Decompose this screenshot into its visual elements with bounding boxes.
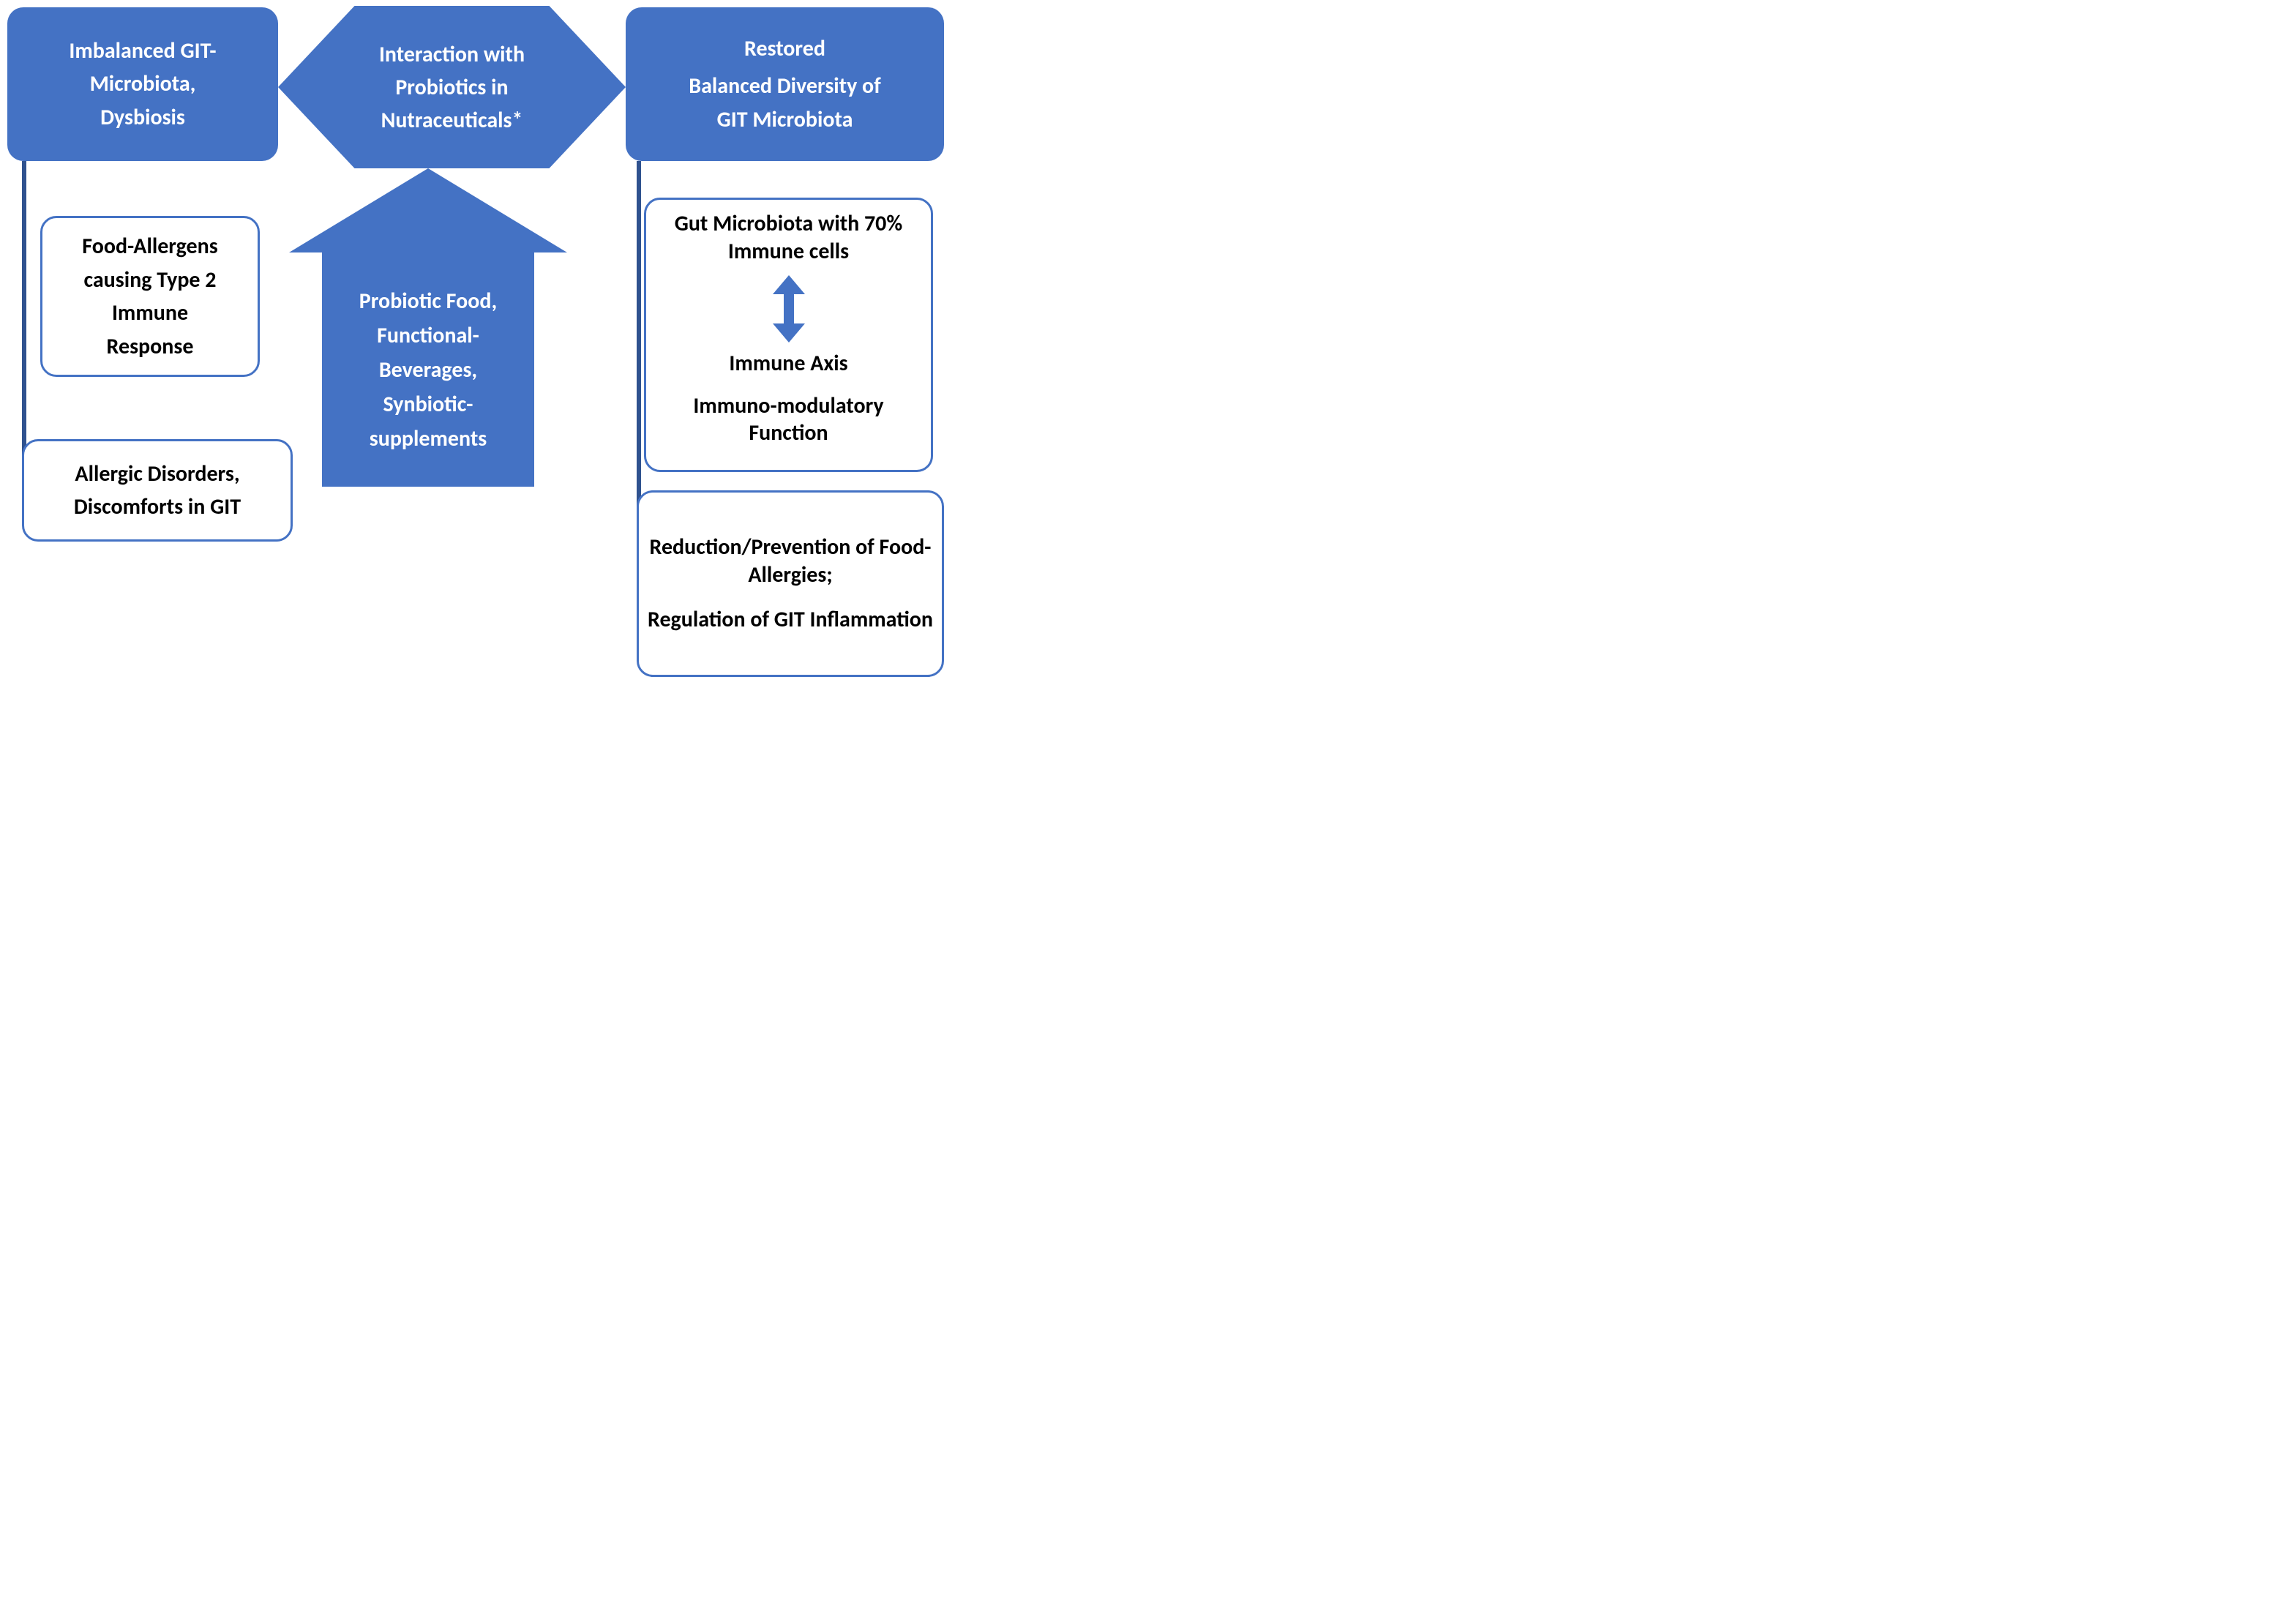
- double-arrow-icon: [773, 275, 805, 343]
- gut-line-bot: Immuno-modulatory Function: [646, 389, 931, 450]
- diagram-canvas: Imbalanced GIT- Microbiota, Dysbiosis In…: [0, 0, 953, 692]
- hexagon-line2: Probiotics in: [372, 71, 532, 104]
- node-imbalanced-git-line3: Dysbiosis: [93, 101, 192, 135]
- arrow-line5: supplements: [352, 422, 504, 456]
- hexagon-line3: Nutraceuticals*: [372, 104, 532, 137]
- arrow-line4: Synbiotic-: [352, 387, 504, 422]
- arrow-line3: Beverages,: [352, 353, 504, 387]
- right-connector-line: [637, 161, 641, 520]
- gut-line-mid: Immune Axis: [722, 347, 855, 381]
- node-imbalanced-git-line2: Microbiota,: [83, 67, 203, 101]
- arrow-line1: Probiotic Food,: [352, 284, 504, 318]
- node-gut-immune-axis: Gut Microbiota with 70% Immune cells Imm…: [644, 198, 933, 472]
- node-probiotic-arrow: Probiotic Food, Functional- Beverages, S…: [322, 252, 534, 487]
- node-interaction-hexagon: Interaction with Probiotics in Nutraceut…: [278, 6, 626, 168]
- food-allergens-line4: Response: [100, 330, 201, 364]
- node-allergic-disorders: Allergic Disorders, Discomforts in GIT: [22, 439, 293, 542]
- restored-line3: GIT Microbiota: [710, 103, 861, 137]
- node-imbalanced-git-line1: Imbalanced GIT-: [61, 34, 223, 68]
- food-allergens-line3: Immune: [105, 296, 195, 330]
- allergic-line2: Discomforts in GIT: [67, 490, 248, 524]
- restored-line2: Balanced Diversity of: [681, 70, 888, 103]
- up-arrow-head: [289, 168, 567, 252]
- node-reduction-prevention: Reduction/Prevention of Food-Allergies; …: [637, 490, 944, 677]
- reduction-line-b: Regulation of GIT Inflammation: [640, 603, 940, 637]
- food-allergens-line2: causing Type 2: [76, 263, 223, 297]
- gut-line-top: Gut Microbiota with 70% Immune cells: [646, 207, 931, 268]
- left-connector-line: [22, 161, 26, 476]
- allergic-line1: Allergic Disorders,: [67, 457, 247, 491]
- hexagon-line1: Interaction with: [372, 38, 532, 71]
- reduction-line-a: Reduction/Prevention of Food-Allergies;: [639, 531, 942, 591]
- restored-line1: Restored: [737, 32, 833, 66]
- node-imbalanced-git: Imbalanced GIT- Microbiota, Dysbiosis: [7, 7, 278, 161]
- food-allergens-line1: Food-Allergens: [75, 230, 225, 263]
- node-food-allergens: Food-Allergens causing Type 2 Immune Res…: [40, 216, 260, 377]
- arrow-line2: Functional-: [352, 318, 504, 353]
- node-restored-balanced: Restored Balanced Diversity of GIT Micro…: [626, 7, 944, 161]
